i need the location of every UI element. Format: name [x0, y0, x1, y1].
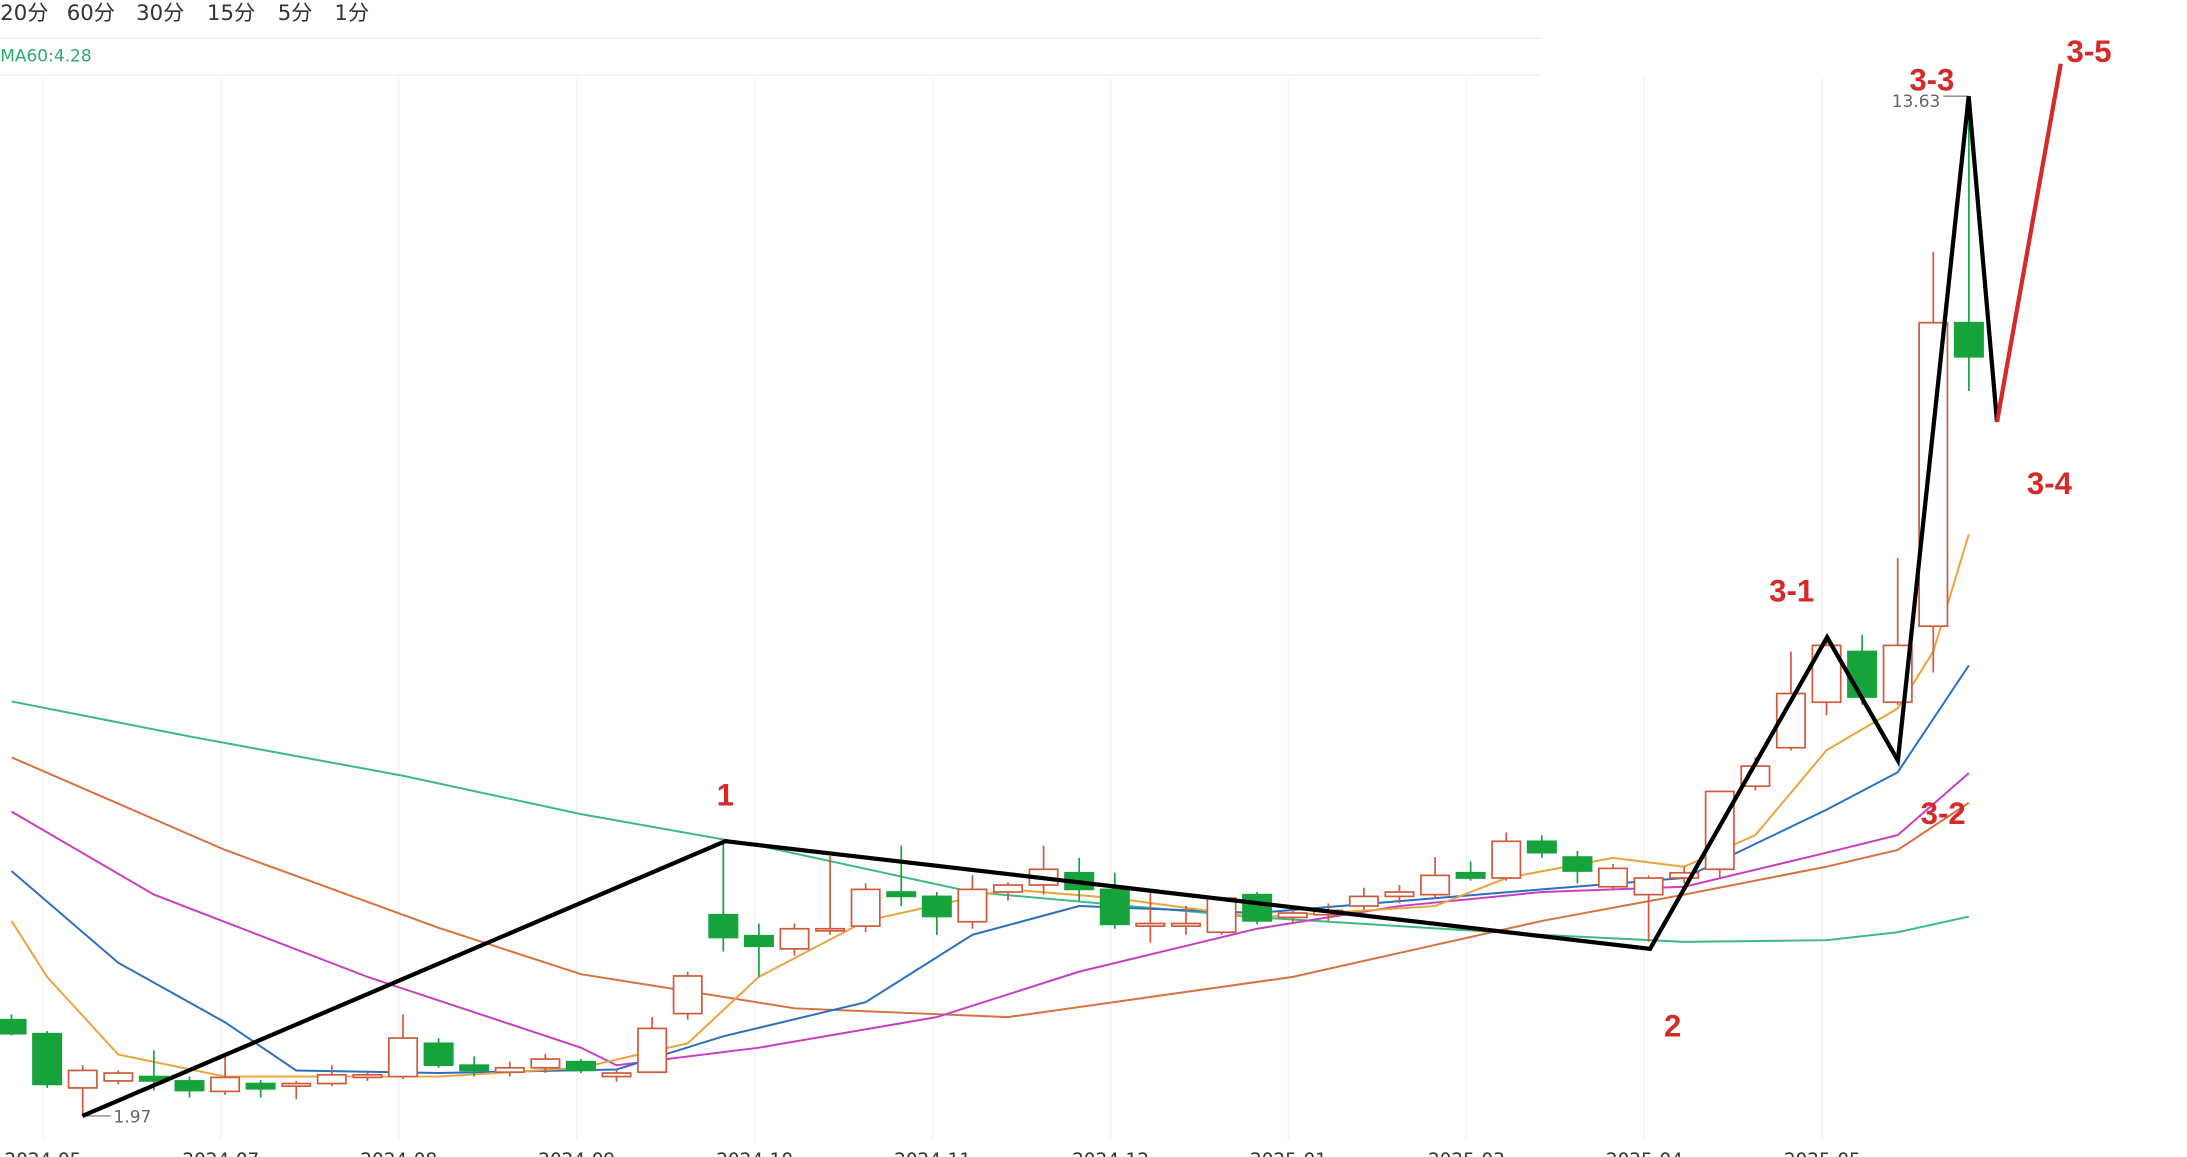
x-tick-label: 2024-05: [4, 1150, 81, 1157]
x-tick-label: 2025-05: [1784, 1150, 1861, 1157]
candle-body: [316, 1073, 347, 1085]
candle-body: [494, 1066, 525, 1074]
x-tick-label: 2024-09: [538, 1150, 615, 1157]
candle-body: [388, 1037, 419, 1078]
candle-body: [32, 1032, 63, 1086]
annotation: 3-5: [2067, 34, 2112, 69]
candle-body: [1420, 874, 1451, 896]
candle-body: [459, 1064, 490, 1072]
plot: 2024-05 2024-07 2024-08 2024-09 2024-10 2024-…: [0, 77, 1984, 1157]
candle-body: [1135, 922, 1166, 927]
annotation: 1: [717, 778, 734, 813]
ma-line: [11, 756, 1970, 1019]
candle-body: [0, 1018, 27, 1035]
candle-body: [1491, 840, 1522, 879]
candle-body: [921, 895, 952, 918]
period-tab[interactable]: 30分: [136, 1, 184, 26]
candle-body: [423, 1042, 454, 1067]
candle-body: [637, 1027, 668, 1074]
candle-body: [957, 888, 988, 923]
candle-body: [1953, 321, 1984, 358]
candle-body: [672, 975, 703, 1015]
candle-body: [1562, 856, 1593, 872]
annotation: 3-2: [1921, 796, 1966, 831]
period-tab[interactable]: 20分: [0, 1, 48, 26]
candle-body: [281, 1082, 312, 1088]
candle-body: [1099, 888, 1130, 926]
candle-body: [1526, 840, 1557, 854]
candle-body: [1918, 321, 1949, 628]
annotation: 3-4: [2027, 466, 2073, 501]
candle-body: [1242, 893, 1273, 922]
period-tab[interactable]: 15分: [207, 1, 255, 26]
ma-line: [10, 534, 1970, 1078]
ma-line: [11, 772, 1970, 1067]
x-tick-label: 2025-01: [1250, 1150, 1327, 1157]
min-label: 1.97: [114, 1107, 152, 1127]
x-tick-label: 2024-11: [894, 1150, 971, 1157]
candle-body: [601, 1072, 632, 1078]
x-tick-label: 2024-08: [360, 1150, 437, 1157]
legend-entry: MA60:4.28: [0, 47, 91, 67]
candle-body: [1206, 897, 1237, 934]
annotation: 3-1: [1769, 574, 1814, 609]
candle-body: [886, 891, 917, 898]
candle-body: [210, 1076, 241, 1093]
x-tick-label: 2024-12: [1072, 1150, 1149, 1157]
period-tab[interactable]: 5分: [278, 1, 313, 26]
candle-body: [850, 888, 881, 927]
annotation: 3-3: [1909, 62, 1954, 97]
candle-body: [352, 1073, 383, 1079]
candle-body: [1633, 877, 1664, 896]
candle-body: [815, 927, 846, 932]
x-tick-label: 2024-10: [716, 1150, 793, 1157]
candle-body: [530, 1058, 561, 1069]
candle-body: [708, 913, 739, 939]
wave-line: [81, 96, 2000, 1118]
period-tab[interactable]: 60分: [67, 1, 115, 26]
candle-body: [1597, 867, 1629, 888]
annotation: 2: [1664, 1008, 1681, 1043]
x-tick-label: 2024-07: [182, 1150, 259, 1157]
candle-body: [1170, 922, 1201, 927]
candle-body: [779, 927, 810, 950]
candle-body: [174, 1080, 205, 1092]
max-label: 13.63: [1892, 92, 1941, 112]
candle-body: [1847, 650, 1878, 698]
candle-body: [743, 934, 774, 948]
candle-body: [1669, 871, 1700, 879]
candle-body: [993, 884, 1024, 893]
candle-body: [1384, 891, 1415, 898]
candle-body: [103, 1072, 134, 1082]
toolbar: 20分 60分 30分 15分 5分 1分: [0, 1, 369, 26]
candle-body: [1277, 912, 1308, 919]
x-tick-label: 2025-04: [1606, 1150, 1683, 1157]
candle-body: [1348, 895, 1379, 907]
ma-line: [10, 664, 1970, 1075]
period-tab[interactable]: 1分: [334, 1, 369, 26]
wave-projection: [1994, 63, 2063, 423]
x-tick-label: 2025-03: [1428, 1150, 1505, 1157]
candle-body: [1455, 871, 1486, 879]
candle-body: [565, 1060, 596, 1072]
candle-body: [67, 1069, 98, 1089]
annotation-lines: [81, 63, 2063, 1118]
candle-body: [245, 1082, 276, 1090]
